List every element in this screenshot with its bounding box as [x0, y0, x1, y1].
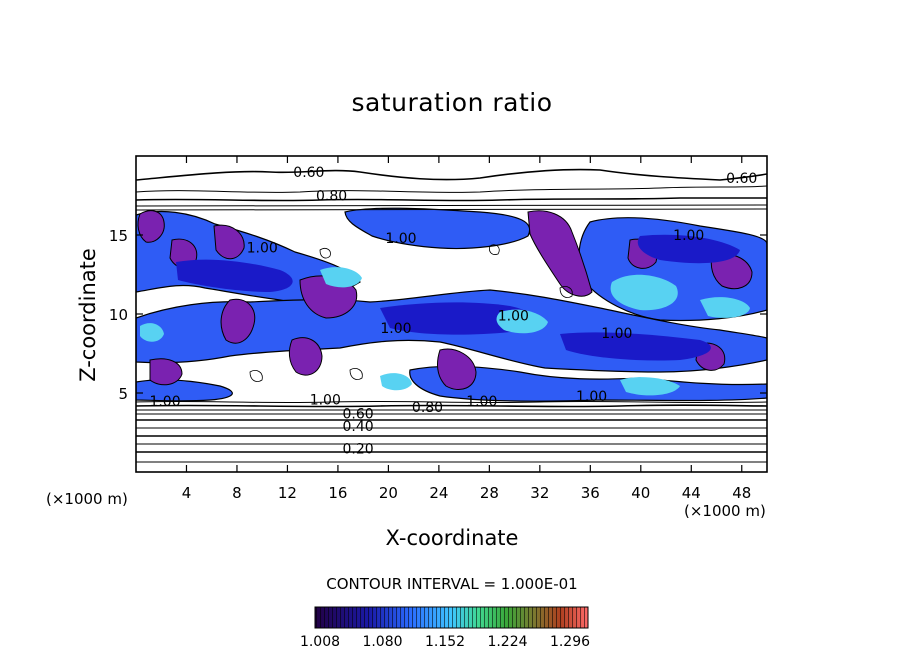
y-tick-label: 5 — [118, 385, 128, 403]
colorbar-tick-label: 1.152 — [425, 634, 465, 650]
contour-interval-text: CONTOUR INTERVAL = 1.000E-01 — [326, 575, 578, 593]
cyan-peaks — [140, 267, 750, 396]
colorbar-stripes — [315, 607, 588, 628]
contour-label: 0.80 — [316, 189, 347, 205]
x-tick-label: 32 — [530, 484, 549, 502]
x-tick-label: 44 — [682, 484, 701, 502]
contour-label: 0.60 — [726, 171, 757, 187]
x-tick-label: 48 — [732, 484, 751, 502]
y-tick-label: 10 — [109, 306, 128, 324]
field-bottom-strip-2 — [409, 365, 767, 402]
y-axis-label: Z-coordinate — [76, 248, 100, 382]
contour-label: 0.80 — [412, 400, 443, 416]
contour-label: 0.60 — [343, 407, 374, 423]
colorbar-frame — [314, 606, 589, 629]
contour-label: 1.00 — [385, 231, 416, 247]
chart-title: saturation ratio — [351, 88, 553, 117]
contour-label: 0.40 — [343, 419, 374, 435]
contour-labels: 0.60 0.60 0.80 1.00 1.00 1.00 1.00 1.00 1.00 1.00… — [149, 165, 757, 457]
colorbar-tick-label: 1.080 — [362, 634, 402, 650]
contour-label: 0.60 — [293, 165, 324, 181]
contour-label: 1.00 — [466, 394, 497, 410]
colorbar-tick-label: 1.224 — [487, 634, 527, 650]
x-tick-label: 4 — [182, 484, 192, 502]
contour-label: 1.00 — [310, 392, 341, 408]
x-tick-label: 28 — [480, 484, 499, 502]
contour-label: 1.00 — [247, 241, 278, 257]
dark-blue-cores — [176, 234, 740, 361]
contour-label: 1.00 — [601, 326, 632, 342]
contour-lines — [136, 168, 767, 463]
contour-label: 1.00 — [576, 389, 607, 405]
contour-label: 1.00 — [673, 228, 704, 244]
colorbar-tick-label: 1.008 — [300, 634, 340, 650]
contour-label: 0.20 — [343, 441, 374, 457]
x-tick-label: 12 — [278, 484, 297, 502]
field-upper-mid — [344, 207, 531, 250]
contour-label: 1.00 — [498, 309, 529, 325]
x-tick-label: 16 — [328, 484, 347, 502]
x-unit-label-left: (×1000 m) — [46, 490, 128, 508]
x-tick-label: 36 — [581, 484, 600, 502]
contour-label: 1.00 — [149, 394, 180, 410]
colorbar: 1.008 1.080 1.152 1.224 1.296 — [300, 606, 590, 650]
x-axis-label: X-coordinate — [385, 526, 519, 550]
colorbar-tick-label: 1.296 — [550, 634, 590, 650]
x-tick-label: 24 — [429, 484, 448, 502]
x-tick-label: 40 — [631, 484, 650, 502]
saturation-field — [136, 207, 767, 402]
x-tick-label: 20 — [379, 484, 398, 502]
x-tick-label: 8 — [232, 484, 242, 502]
x-unit-label-right: (×1000 m) — [684, 502, 766, 520]
contour-label: 1.00 — [380, 321, 411, 337]
y-tick-label: 15 — [109, 227, 128, 245]
